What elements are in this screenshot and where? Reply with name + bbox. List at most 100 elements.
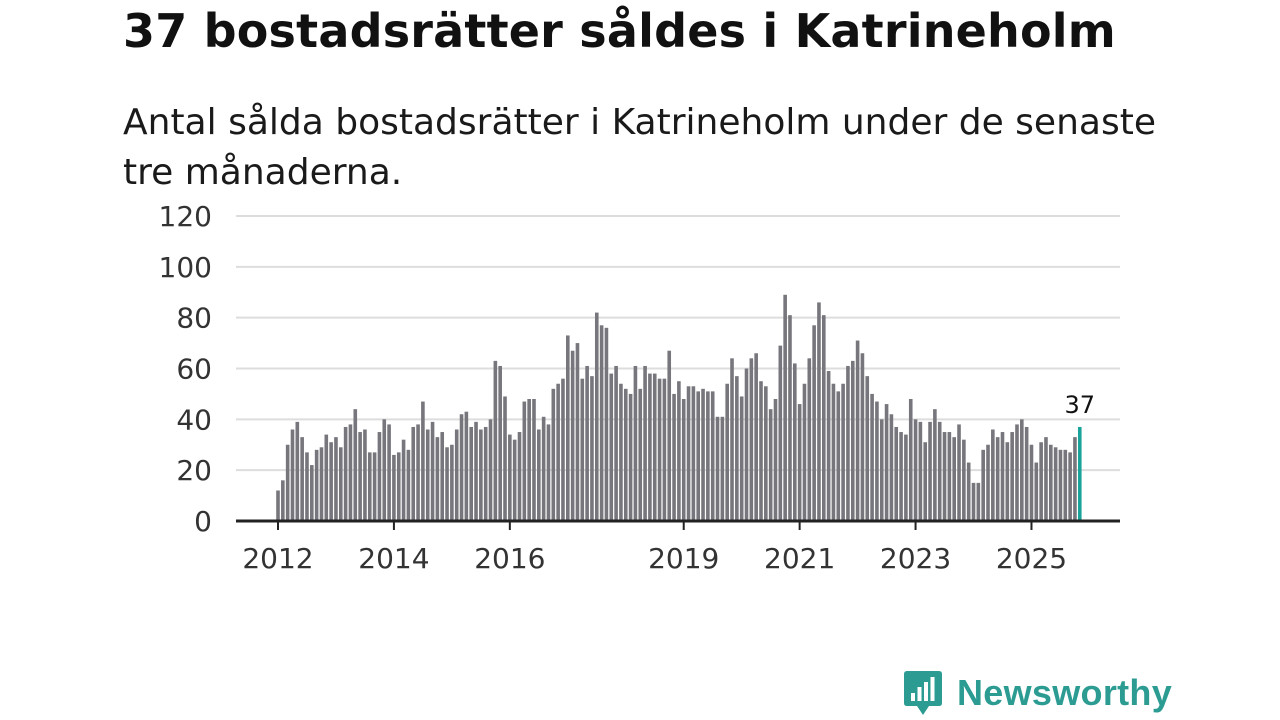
bar <box>696 391 701 522</box>
x-tick-label: 2021 <box>764 542 835 575</box>
bar <box>377 432 382 521</box>
bar <box>923 442 928 521</box>
bar <box>918 421 923 522</box>
bar <box>1073 437 1077 522</box>
bar <box>498 365 502 521</box>
bar <box>706 391 710 522</box>
bar <box>290 429 295 521</box>
page-title: 37 bostadsrätter såldes i Katrineholm <box>123 4 1116 58</box>
bar <box>870 393 874 521</box>
bar <box>522 401 527 521</box>
bar <box>686 386 691 521</box>
bar <box>783 294 787 521</box>
bar <box>986 444 990 521</box>
bar <box>305 452 309 522</box>
bar <box>662 378 667 521</box>
bar <box>725 383 729 521</box>
bar <box>633 365 638 521</box>
bar <box>425 429 430 521</box>
y-tick-label: 120 <box>159 200 212 233</box>
bar <box>546 424 551 521</box>
bar <box>479 429 483 521</box>
bar <box>749 358 754 521</box>
y-axis-ticks: 0 20 40 60 80 100 120 <box>159 200 212 538</box>
bar <box>1039 442 1043 521</box>
chart-subtitle: Antal sålda bostadsrätter i Katrineholm … <box>123 102 1156 193</box>
bar-highlight <box>1077 426 1082 521</box>
bar <box>503 396 507 521</box>
bar <box>454 429 459 521</box>
bar <box>764 386 768 521</box>
x-tick-label: 2012 <box>242 542 313 575</box>
bar <box>372 452 377 522</box>
bar <box>575 343 580 521</box>
bar <box>416 424 420 521</box>
bar <box>406 449 411 521</box>
bar <box>348 424 353 521</box>
annotations: 37 <box>1065 391 1096 419</box>
bar <box>541 416 546 521</box>
bar <box>314 449 319 521</box>
bar <box>1063 449 1068 521</box>
bar <box>899 432 903 521</box>
bar <box>797 404 802 521</box>
bar <box>730 358 734 521</box>
bar <box>464 411 469 521</box>
bar <box>739 396 744 521</box>
bar <box>387 424 391 521</box>
brand-name: Newsworthy <box>957 672 1173 713</box>
bar <box>928 421 932 522</box>
bar <box>594 312 599 521</box>
bar <box>778 345 783 522</box>
bar <box>561 378 565 521</box>
bar <box>551 388 556 521</box>
bar <box>319 447 324 521</box>
bar <box>976 482 981 522</box>
bars <box>276 294 1082 522</box>
bar <box>566 335 570 521</box>
bar <box>952 437 956 522</box>
bar <box>875 401 879 521</box>
bar <box>1053 447 1058 521</box>
bar <box>343 426 348 521</box>
bar <box>793 363 797 521</box>
bar <box>735 376 739 522</box>
bar <box>396 452 401 522</box>
bar <box>459 414 464 521</box>
bar <box>1044 437 1048 522</box>
bar <box>648 373 652 521</box>
bar <box>421 401 425 521</box>
bar <box>285 444 290 521</box>
bar <box>643 365 647 521</box>
bar <box>691 386 696 521</box>
bar <box>411 426 416 521</box>
bar <box>382 419 387 521</box>
bar <box>353 409 358 521</box>
bar <box>300 437 304 522</box>
bar <box>1010 432 1014 521</box>
bar <box>527 399 531 521</box>
bar <box>657 378 662 521</box>
y-tick-label: 80 <box>176 302 212 335</box>
bar <box>1000 432 1005 521</box>
bar <box>879 419 884 521</box>
bar <box>338 447 343 521</box>
newsworthy-logo-icon <box>904 671 942 715</box>
bar <box>580 378 585 521</box>
bar <box>367 452 372 522</box>
bar <box>817 302 821 521</box>
bar <box>1058 449 1063 521</box>
bar <box>599 325 604 521</box>
bar <box>609 373 614 521</box>
y-tick-label: 20 <box>176 454 212 487</box>
bar <box>517 432 522 521</box>
bar <box>508 434 512 521</box>
bar <box>981 449 985 521</box>
y-tick-label: 0 <box>194 505 212 538</box>
bar <box>295 421 300 522</box>
bar <box>933 409 937 521</box>
bar <box>889 414 894 521</box>
x-tick-label: 2014 <box>358 542 429 575</box>
bar <box>1034 462 1039 521</box>
bar <box>493 360 498 522</box>
